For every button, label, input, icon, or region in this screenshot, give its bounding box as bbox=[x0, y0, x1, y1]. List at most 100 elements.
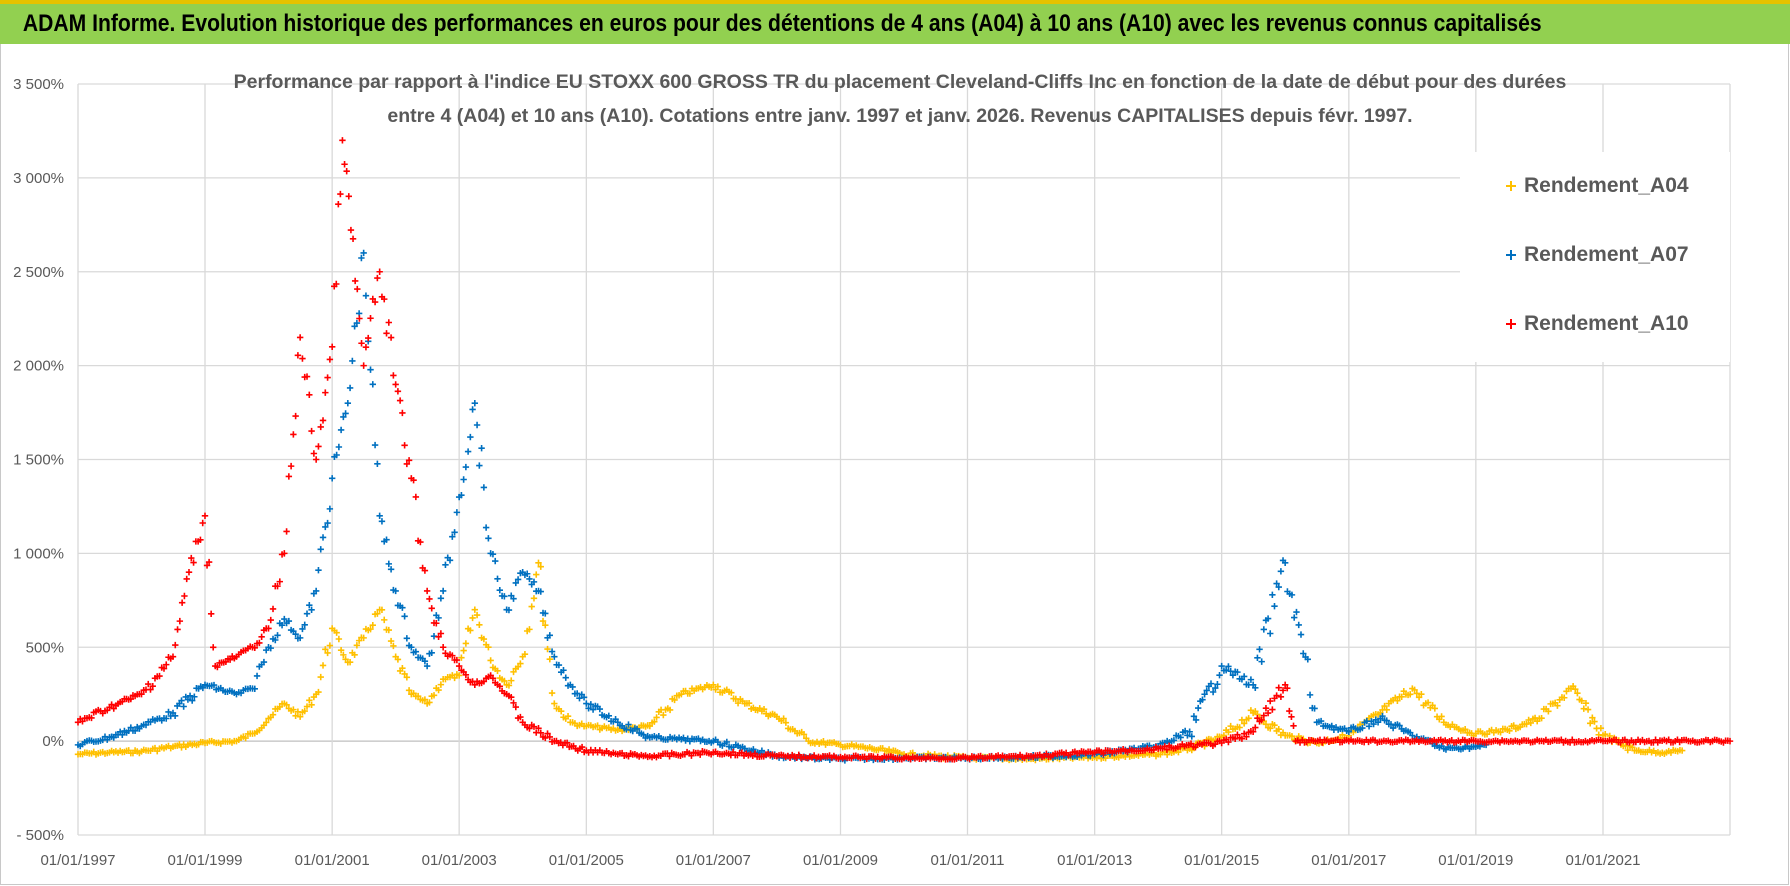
data-point bbox=[563, 739, 571, 747]
data-point bbox=[292, 412, 299, 420]
data-point bbox=[1184, 732, 1191, 739]
data-point bbox=[426, 699, 433, 706]
data-point bbox=[405, 457, 413, 464]
data-point bbox=[1254, 654, 1261, 662]
data-point bbox=[578, 743, 586, 751]
data-point bbox=[1258, 716, 1265, 724]
header-banner: ADAM Informe. Evolution historique des p… bbox=[0, 0, 1790, 44]
data-point bbox=[446, 557, 454, 564]
data-point bbox=[1209, 688, 1217, 696]
data-point bbox=[165, 708, 172, 716]
data-point bbox=[589, 706, 597, 713]
data-point bbox=[308, 427, 315, 435]
data-point bbox=[396, 397, 404, 404]
series-Rendement_A04 bbox=[74, 559, 1686, 764]
legend-label-a10: Rendement_A10 bbox=[1524, 312, 1689, 335]
data-point bbox=[174, 626, 181, 633]
data-point bbox=[337, 190, 344, 198]
data-point bbox=[1236, 724, 1243, 731]
chart-legend: Rendement_A04 Rendement_A07 Rendement_A1… bbox=[1460, 152, 1730, 362]
data-point bbox=[414, 692, 422, 700]
data-point bbox=[1260, 712, 1268, 719]
data-point bbox=[1365, 723, 1373, 730]
data-point bbox=[1043, 750, 1050, 757]
data-point bbox=[605, 712, 613, 720]
data-point bbox=[1275, 583, 1282, 591]
data-point bbox=[1275, 684, 1282, 691]
data-point bbox=[421, 658, 429, 665]
data-point bbox=[303, 373, 311, 380]
x-tick-label: 01/01/2013 bbox=[1057, 852, 1132, 869]
data-point bbox=[460, 476, 467, 483]
data-point bbox=[560, 667, 567, 674]
data-point bbox=[1269, 706, 1276, 713]
data-point bbox=[340, 413, 347, 421]
data-point bbox=[1252, 684, 1259, 692]
data-point bbox=[1212, 684, 1219, 692]
data-point bbox=[1225, 663, 1232, 670]
data-point bbox=[1572, 685, 1579, 693]
data-point bbox=[1726, 737, 1734, 745]
data-point bbox=[214, 663, 221, 671]
data-point bbox=[1240, 673, 1248, 680]
data-point bbox=[442, 561, 449, 568]
data-point bbox=[508, 694, 515, 701]
data-point bbox=[462, 640, 470, 647]
data-point bbox=[453, 656, 461, 664]
data-point bbox=[1281, 559, 1289, 566]
data-point bbox=[423, 587, 431, 595]
data-point bbox=[378, 518, 386, 525]
data-point bbox=[800, 731, 808, 738]
data-point bbox=[710, 681, 717, 688]
data-point bbox=[281, 550, 288, 557]
data-point bbox=[1291, 614, 1298, 621]
data-point bbox=[1418, 690, 1425, 698]
data-point bbox=[292, 712, 299, 720]
data-point bbox=[1387, 721, 1395, 728]
data-point bbox=[1574, 690, 1581, 697]
data-point bbox=[145, 680, 152, 688]
data-point bbox=[1311, 705, 1318, 712]
data-point bbox=[156, 672, 163, 680]
data-point bbox=[1317, 717, 1325, 725]
data-point bbox=[341, 161, 348, 168]
data-point bbox=[1269, 591, 1276, 599]
data-point bbox=[190, 559, 197, 566]
data-point bbox=[281, 615, 288, 623]
data-point bbox=[562, 674, 569, 681]
data-point bbox=[349, 235, 357, 242]
data-point bbox=[253, 672, 261, 680]
data-point bbox=[1580, 705, 1587, 712]
data-point bbox=[501, 677, 508, 685]
data-point bbox=[344, 399, 352, 407]
data-point bbox=[251, 644, 258, 652]
data-point bbox=[383, 536, 390, 543]
data-point bbox=[326, 642, 334, 649]
data-point bbox=[360, 249, 367, 257]
data-point bbox=[403, 674, 411, 681]
data-point bbox=[210, 644, 217, 651]
data-point bbox=[1328, 722, 1335, 730]
data-point bbox=[346, 658, 354, 666]
data-point bbox=[512, 703, 520, 711]
data-point bbox=[1264, 709, 1272, 717]
data-point bbox=[533, 571, 540, 578]
x-tick-label: 01/01/2007 bbox=[676, 852, 751, 869]
data-point bbox=[426, 595, 433, 603]
data-point bbox=[1199, 696, 1206, 703]
data-point bbox=[478, 444, 485, 452]
data-point bbox=[542, 610, 549, 617]
data-point bbox=[517, 660, 524, 667]
data-point bbox=[303, 703, 311, 710]
data-point bbox=[394, 656, 402, 663]
y-axis-tick-labels: - 500% 0% 500% 1 000% 1 500% 2 000% 2 500% 3 00… bbox=[13, 76, 64, 844]
data-point bbox=[514, 576, 522, 583]
data-point bbox=[306, 391, 313, 399]
data-point bbox=[385, 319, 393, 326]
data-point bbox=[408, 644, 415, 651]
data-point bbox=[299, 355, 306, 362]
data-point bbox=[131, 727, 139, 735]
data-point bbox=[548, 689, 556, 697]
data-point bbox=[328, 343, 336, 351]
data-point bbox=[369, 381, 377, 388]
